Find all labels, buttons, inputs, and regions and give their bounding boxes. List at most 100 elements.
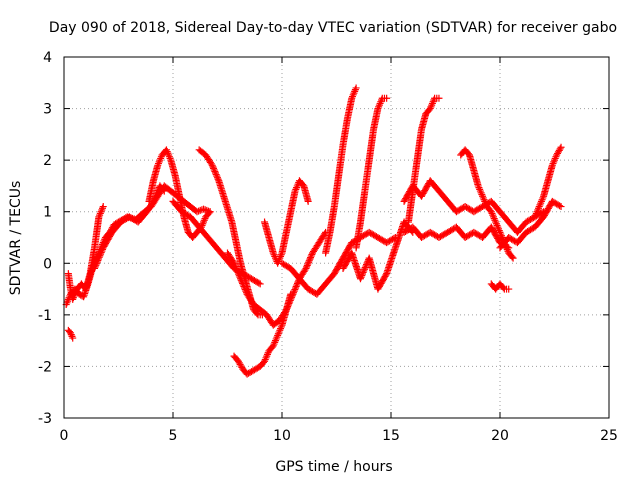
series-arc-14 <box>352 94 391 252</box>
data-point <box>487 208 495 216</box>
data-point-interp <box>491 216 499 224</box>
data-point-interp <box>480 196 488 204</box>
data-point-interp <box>493 221 501 229</box>
data-point-interp <box>234 269 242 277</box>
data-point-interp <box>551 156 558 164</box>
data-point-interp <box>255 279 263 287</box>
data-point-interp <box>235 270 243 278</box>
data-point <box>91 264 99 272</box>
data-point-interp <box>262 354 270 362</box>
data-point <box>492 218 500 226</box>
data-point <box>95 213 103 221</box>
data-point-interp <box>231 262 239 270</box>
data-point-interp <box>241 286 249 294</box>
y-tick-label: -2 <box>38 359 52 375</box>
data-point <box>69 334 77 342</box>
data-point <box>193 208 201 216</box>
data-point-interp <box>241 284 249 292</box>
data-point-interp <box>96 209 104 217</box>
data-point <box>474 182 482 190</box>
data-point-interp <box>305 257 313 265</box>
x-tick-label: 20 <box>491 428 509 444</box>
data-point-interp <box>199 220 207 228</box>
data-point-interp <box>495 225 503 233</box>
data-point-interp <box>292 282 300 290</box>
data-point-interp <box>97 249 105 257</box>
data-point-interp <box>65 294 73 302</box>
data-point-interp <box>200 218 208 226</box>
data-point-interp <box>351 86 359 94</box>
data-point-interp <box>293 281 301 289</box>
data-point-interp <box>479 194 487 202</box>
data-point-interp <box>489 213 497 221</box>
data-point-interp <box>274 330 282 338</box>
data-point-interp <box>213 174 221 182</box>
data-point-interp <box>97 208 105 216</box>
data-point <box>274 331 282 339</box>
series-arc-15 <box>339 218 417 293</box>
data-point-interp <box>229 258 237 266</box>
data-point-interp <box>489 211 497 219</box>
data-point-interp <box>240 282 248 290</box>
data-point-interp <box>538 196 546 204</box>
data-point-interp <box>494 223 502 231</box>
data-point-interp <box>534 206 542 214</box>
data-point-interp <box>535 204 543 212</box>
data-point-interp <box>536 201 544 209</box>
data-point-interp <box>361 264 369 272</box>
data-point-interp <box>492 220 500 228</box>
series-arc-22 <box>531 143 565 221</box>
y-tick-label: -1 <box>38 308 52 324</box>
data-point <box>548 161 556 169</box>
series-arc-10 <box>230 290 295 378</box>
data-point <box>374 105 382 113</box>
data-point <box>479 192 487 200</box>
data-point-interp <box>210 166 218 174</box>
data-point-interp <box>292 284 300 292</box>
data-point <box>531 213 539 221</box>
data-point-interp <box>201 206 209 214</box>
data-point-interp <box>157 154 165 162</box>
data-point-interp <box>358 270 366 278</box>
x-axis-label: GPS time / hours <box>275 459 392 475</box>
data-point <box>535 203 543 211</box>
data-point-interp <box>476 185 484 193</box>
data-point-interp <box>236 273 244 281</box>
data-point-interp <box>357 273 365 281</box>
data-point-interp <box>195 207 203 215</box>
data-point-interp <box>503 246 511 254</box>
data-point-interp <box>211 167 219 175</box>
data-point-interp <box>556 202 564 210</box>
data-point-interp <box>96 211 104 219</box>
data-point-interp <box>307 252 315 260</box>
data-point-interp <box>477 189 485 197</box>
series-arc-19 <box>457 146 517 262</box>
data-point <box>302 264 310 272</box>
data-point <box>256 280 264 288</box>
series-arc-20 <box>487 280 513 293</box>
data-point-interp <box>253 310 261 318</box>
data-point-interp <box>213 172 221 180</box>
data-point-interp <box>293 279 301 287</box>
data-point-interp <box>242 289 250 297</box>
data-point <box>269 342 277 350</box>
data-point-interp <box>214 175 222 183</box>
data-point-interp <box>235 272 243 280</box>
data-point-interp <box>503 244 511 252</box>
data-point-interp <box>277 323 285 331</box>
data-point-interp <box>350 89 358 97</box>
y-tick-label: 3 <box>43 102 52 118</box>
data-point-interp <box>270 340 278 348</box>
y-tick-label: 2 <box>43 153 52 169</box>
data-point-interp <box>276 254 284 262</box>
series-arc-21 <box>496 197 565 252</box>
data-point-interp <box>212 169 220 177</box>
data-point <box>352 84 360 92</box>
data-point <box>261 357 269 365</box>
data-point-interp <box>303 263 311 271</box>
data-point-interp <box>233 267 241 275</box>
data-point-interp <box>532 211 540 219</box>
data-point-interp <box>196 206 204 214</box>
y-tick-label: -3 <box>38 411 52 427</box>
